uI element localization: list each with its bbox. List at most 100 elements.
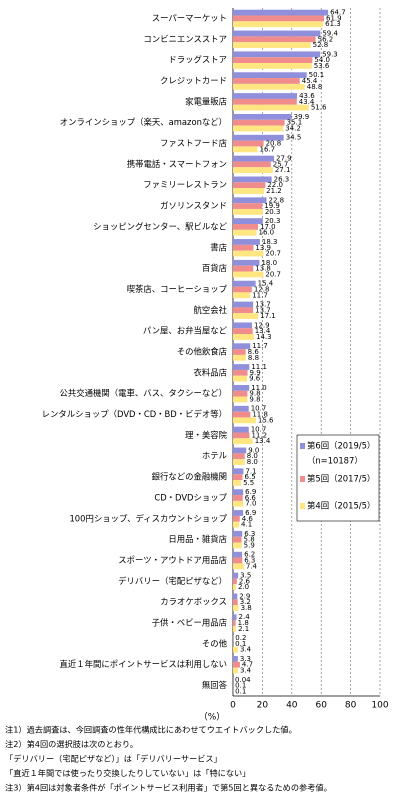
bar	[233, 51, 321, 58]
value-label: 19.9	[264, 202, 280, 210]
category-label: ホテル	[202, 451, 227, 461]
value-label: 59.4	[322, 29, 338, 37]
bar	[233, 280, 256, 287]
value-label: 9.8	[249, 390, 260, 398]
value-label: 11.2	[251, 431, 267, 439]
value-label: 18.3	[262, 238, 278, 246]
category-label: 書店	[210, 242, 227, 252]
x-tick-label: 60	[315, 701, 327, 711]
category-label: 子供・ベビー用品店	[152, 618, 227, 628]
value-label: 0.1	[235, 640, 246, 648]
category-label: 家電量販店	[185, 96, 227, 106]
value-label: 9.6	[249, 375, 261, 383]
bar	[233, 161, 271, 168]
category-label: ドラッグストア	[168, 55, 227, 65]
category-label: 航空会社	[194, 305, 228, 315]
value-label: 64.7	[330, 9, 346, 17]
value-label: 7.4	[246, 562, 258, 570]
x-tick-label: 20	[257, 701, 269, 711]
bar	[233, 396, 248, 403]
bar	[233, 72, 307, 79]
bar	[233, 667, 238, 674]
category-label: CD・DVDショップ	[154, 492, 227, 502]
category-label: 携帯電話・スマートフォン	[127, 159, 227, 169]
value-label: 16.7	[260, 145, 276, 153]
value-label: 61.9	[326, 14, 342, 22]
value-label: 11.0	[251, 384, 267, 392]
bar	[233, 614, 237, 621]
bar	[233, 322, 252, 329]
category-label: オンラインショップ（楽天、amazonなど）	[60, 117, 227, 127]
bar	[233, 307, 254, 314]
category-label: パン屋、お弁当屋など	[143, 326, 228, 336]
bar	[233, 146, 258, 153]
legend-note: （n=10187）	[307, 456, 363, 466]
legend-swatch	[300, 476, 305, 482]
bar	[233, 119, 285, 126]
bar	[233, 605, 239, 611]
bar	[233, 620, 236, 626]
bar	[233, 78, 300, 84]
category-label: その他飲食店	[177, 347, 227, 357]
bar	[233, 515, 240, 522]
value-label: 20.3	[265, 208, 281, 216]
value-label: 21.2	[266, 187, 282, 195]
bar	[233, 244, 254, 251]
value-label: 25.7	[273, 160, 289, 168]
bar	[233, 495, 243, 501]
value-label: 6.3	[244, 530, 255, 538]
value-label: 8.8	[248, 354, 259, 362]
bar	[233, 21, 324, 28]
value-label: 15.6	[258, 416, 274, 424]
value-label: 7.0	[245, 500, 256, 508]
value-label: 20.7	[265, 270, 281, 278]
bar	[233, 343, 251, 350]
note: 注1）過去調査は、今回調査の性年代構成比にあわせてウエイトバックした値。	[5, 725, 297, 735]
value-label: 0.1	[235, 687, 246, 695]
value-label: 6.3	[244, 556, 255, 564]
value-label: 3.2	[240, 598, 251, 606]
category-label: 衣料品店	[194, 367, 228, 377]
value-label: 13.7	[255, 306, 271, 314]
bar	[233, 155, 275, 162]
category-label: クレジットカード	[160, 75, 227, 85]
category-label: 銀行などの金融機関	[152, 472, 227, 482]
bar	[233, 417, 256, 424]
bar	[233, 197, 267, 204]
bar	[233, 364, 250, 370]
value-label: 45.4	[302, 77, 318, 85]
category-label: ショッピングセンター、駅ビルなど	[93, 221, 228, 231]
value-label: 27.1	[275, 166, 291, 174]
bar	[233, 15, 324, 22]
bar	[233, 313, 259, 320]
legend: 第6回（2019/5） 第5回（2017/5） 第4回（2015/5） （n=1018…	[296, 434, 380, 522]
value-label: 2.6	[239, 577, 251, 585]
value-label: 6.2	[244, 551, 255, 559]
value-label: 35.1	[287, 119, 303, 127]
x-tick-label: 100	[371, 701, 388, 711]
bar	[233, 63, 312, 69]
bar	[233, 93, 298, 99]
bar	[233, 203, 263, 209]
value-label: 39.9	[294, 113, 310, 121]
bar	[233, 265, 254, 272]
bar	[233, 176, 272, 183]
value-label: 4.6	[242, 515, 254, 523]
bar	[233, 557, 243, 564]
bar	[233, 572, 239, 579]
bar	[233, 375, 248, 382]
legend-label: 第5回（2017/5）	[307, 474, 375, 484]
bar	[233, 551, 243, 558]
bar	[233, 301, 254, 308]
bar	[233, 468, 244, 475]
bar	[233, 83, 305, 90]
bar	[233, 259, 260, 266]
bar	[233, 510, 244, 516]
value-label: 43.6	[299, 92, 315, 100]
value-label: 4.7	[242, 661, 253, 669]
bar	[233, 459, 245, 465]
category-label: レンタルショップ（DVD・CD・BD・ビデオ等）	[42, 409, 227, 419]
bar	[233, 349, 246, 355]
category-label: デリバリー（宅配ピザなど）	[118, 576, 227, 586]
